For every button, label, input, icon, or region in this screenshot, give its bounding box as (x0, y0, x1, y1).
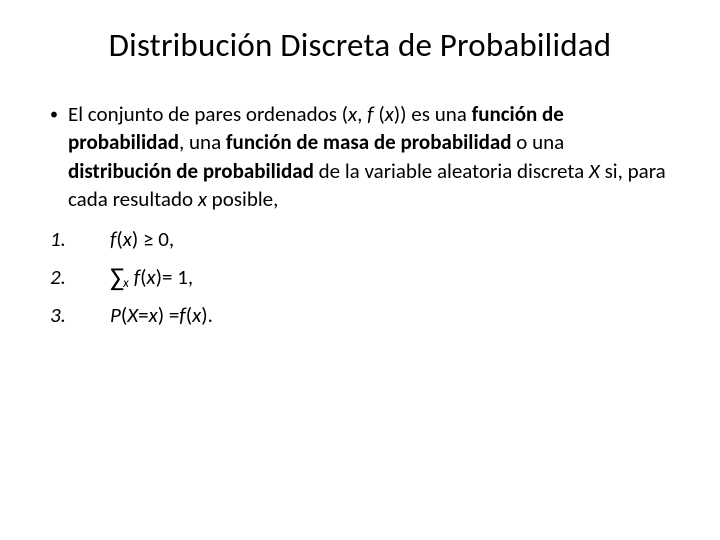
formula-2: ∑xf (x ) = 1, (110, 260, 193, 295)
text-run: )) es una (394, 101, 472, 127)
condition-2: 2. ∑xf (x ) = 1, (50, 260, 670, 295)
text-run: posible, (207, 186, 278, 212)
formula-3: P (X = x ) = f (x ). (110, 301, 213, 329)
formula-1: f (x ) ≥ 0, (110, 225, 174, 253)
conditions-list: 1. f (x ) ≥ 0, 2. ∑xf (x ) = 1, 3. P (X … (50, 225, 670, 329)
condition-number: 1. (50, 225, 110, 253)
var-X: X (127, 301, 138, 329)
var-f: f (367, 101, 378, 127)
condition-1: 1. f (x ) ≥ 0, (50, 225, 670, 253)
condition-number: 3. (50, 301, 110, 329)
condition-3: 3. P (X = x ) = f (x ). (50, 301, 670, 329)
paren-ineq: ) ≥ 0, (132, 225, 174, 253)
content-area: • El conjunto de pares ordenados (x, f (… (50, 100, 670, 329)
sigma-icon: ∑ (110, 260, 124, 295)
bold-term-2: función de masa de probabilidad (226, 129, 512, 155)
condition-number: 2. (50, 263, 110, 291)
text-run: , (357, 101, 367, 127)
var-x: x (123, 225, 132, 253)
slide-title: Distribución Discreta de Probabilidad (50, 25, 670, 65)
text-run: , una (179, 129, 226, 155)
text-run: de la variable aleatoria discreta (314, 158, 589, 184)
paren-eq: ) = (158, 301, 180, 329)
text-run: El conjunto de pares ordenados ( (68, 101, 348, 127)
sigma-subscript: x (123, 275, 129, 293)
var-P: P (110, 301, 121, 329)
var-x: x (348, 101, 357, 127)
bullet-paragraph: • El conjunto de pares ordenados (x, f (… (50, 100, 670, 213)
equals: = (138, 301, 148, 329)
bullet-marker: • (50, 104, 58, 126)
var-x: x (192, 301, 201, 329)
equals-one: = 1, (162, 263, 193, 291)
var-x: x (198, 186, 207, 212)
var-x: x (147, 263, 156, 291)
var-x: x (149, 301, 158, 329)
paren-period: ). (201, 301, 213, 329)
bold-term-3: distribución de probabilidad (68, 158, 314, 184)
text-run: o una (512, 129, 565, 155)
definition-text: El conjunto de pares ordenados (x, f (x)… (68, 100, 670, 213)
var-X: X (589, 158, 600, 184)
var-x: x (385, 101, 394, 127)
